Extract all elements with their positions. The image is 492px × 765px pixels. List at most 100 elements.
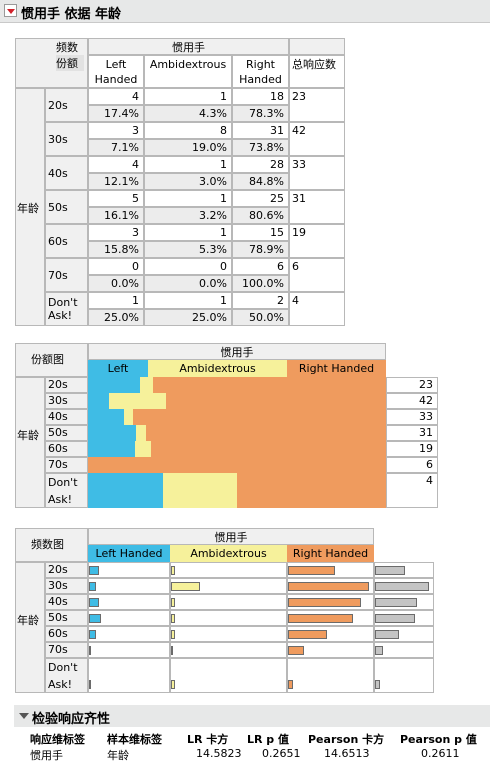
freq-row-label: 30s — [45, 578, 88, 594]
count-cell: 0 — [144, 258, 232, 275]
share-segment — [150, 441, 386, 457]
count-cell: 1 — [144, 156, 232, 173]
count-cell: 1 — [88, 292, 144, 309]
freq-corner — [15, 528, 88, 562]
freq-legend-1: Ambidextrous — [170, 545, 287, 562]
freq-bar — [375, 645, 383, 655]
freq-cell — [170, 594, 287, 610]
corner-bottom-label: 份额 — [56, 55, 84, 71]
red-triangle-menu-icon[interactable] — [4, 4, 17, 17]
count-cell: 4 — [88, 156, 144, 173]
count-cell: 0 — [88, 258, 144, 275]
freq-bar — [375, 629, 400, 639]
share-row-label: 40s — [45, 409, 88, 425]
row-group-label: 年龄 — [17, 202, 39, 215]
freq-bar — [375, 581, 429, 591]
freq-cell — [170, 610, 287, 626]
freq-bar — [89, 680, 92, 689]
freq-cell — [88, 578, 170, 594]
report-title: 惯用手 依据 年龄 — [21, 7, 122, 22]
count-cell: 3 — [88, 224, 144, 241]
freq-cell — [88, 594, 170, 610]
row-total: 4 — [289, 292, 345, 326]
freq-cell — [88, 562, 170, 578]
total-header: 总响应数 — [289, 55, 345, 88]
pct-cell: 19.0% — [144, 139, 232, 156]
freq-row-label: 40s — [45, 594, 88, 610]
row-total: 6 — [289, 258, 345, 292]
freq-bar — [89, 597, 99, 607]
share-total: 33 — [386, 409, 438, 425]
freq-cell — [374, 642, 434, 658]
freq-cell — [88, 610, 170, 626]
share-row-label: 50s — [45, 425, 88, 441]
share-row-label: 30s — [45, 393, 88, 409]
freq-bar — [171, 581, 200, 591]
freq-bar — [171, 645, 173, 655]
share-segment — [88, 409, 125, 425]
pct-cell: 7.1% — [88, 139, 144, 156]
pct-cell: 5.3% — [144, 241, 232, 258]
freq-row-label: Don't Ask! — [45, 658, 88, 693]
freq-row-label: 50s — [45, 610, 88, 626]
freq-row-label: 20s — [45, 562, 88, 578]
share-group-header: 惯用手 — [88, 343, 386, 360]
count-cell: 1 — [144, 190, 232, 207]
count-cell: 3 — [88, 122, 144, 139]
count-cell: 15 — [232, 224, 289, 241]
pct-cell: 84.8% — [232, 173, 289, 190]
column-group-header: 惯用手 — [88, 38, 289, 55]
freq-row-group-cell — [15, 562, 45, 693]
row-label: 60s — [45, 224, 88, 258]
share-segment — [162, 473, 237, 508]
pct-cell: 4.3% — [144, 105, 232, 122]
freq-row-label: 60s — [45, 626, 88, 642]
pct-cell: 0.0% — [144, 275, 232, 292]
share-total: 6 — [386, 457, 438, 473]
share-total: 31 — [386, 425, 438, 441]
pct-cell: 16.1% — [88, 207, 144, 224]
freq-cell — [170, 626, 287, 642]
share-legend-2: Right Handed — [287, 360, 386, 377]
pct-cell: 25.0% — [88, 309, 144, 326]
pct-cell: 15.8% — [88, 241, 144, 258]
test-header-0: 响应维标签 — [30, 733, 85, 746]
row-label: 30s — [45, 122, 88, 156]
row-group-label-cell — [15, 88, 45, 326]
disclosure-icon[interactable] — [19, 713, 29, 719]
share-segment — [136, 425, 146, 441]
freq-cell — [287, 658, 374, 693]
freq-bar — [89, 581, 97, 591]
share-corner — [15, 343, 88, 377]
row-total: 31 — [289, 190, 345, 224]
column-header-2: Right Handed — [232, 55, 289, 88]
freq-bar — [288, 597, 362, 607]
test-value-5: 0.2611 — [421, 747, 460, 760]
freq-bar — [288, 680, 294, 689]
row-total: 42 — [289, 122, 345, 156]
freq-cell — [374, 658, 434, 693]
pct-cell: 12.1% — [88, 173, 144, 190]
test-header-3: LR p 值 — [247, 733, 290, 746]
share-legend-1: Ambidextrous — [148, 360, 287, 377]
freq-bar — [171, 565, 175, 575]
row-label: 70s — [45, 258, 88, 292]
share-row-group-label: 年龄 — [17, 428, 39, 442]
row-label: 40s — [45, 156, 88, 190]
freq-bar — [171, 597, 175, 607]
freq-bar — [89, 645, 91, 655]
share-segment — [133, 409, 386, 425]
total-empty-cell — [289, 38, 345, 55]
share-total: 4 — [386, 473, 438, 508]
pct-cell: 3.0% — [144, 173, 232, 190]
share-segment — [88, 473, 163, 508]
test-header-4: Pearson 卡方 — [308, 733, 385, 746]
pct-cell: 80.6% — [232, 207, 289, 224]
row-label: Don't Ask! — [45, 292, 88, 326]
share-total: 42 — [386, 393, 438, 409]
freq-bar — [288, 645, 304, 655]
freq-cell — [88, 642, 170, 658]
freq-bar — [89, 565, 99, 575]
test-section-header[interactable]: 检验响应齐性 — [14, 705, 490, 727]
share-row-label: Don't Ask! — [45, 473, 88, 508]
